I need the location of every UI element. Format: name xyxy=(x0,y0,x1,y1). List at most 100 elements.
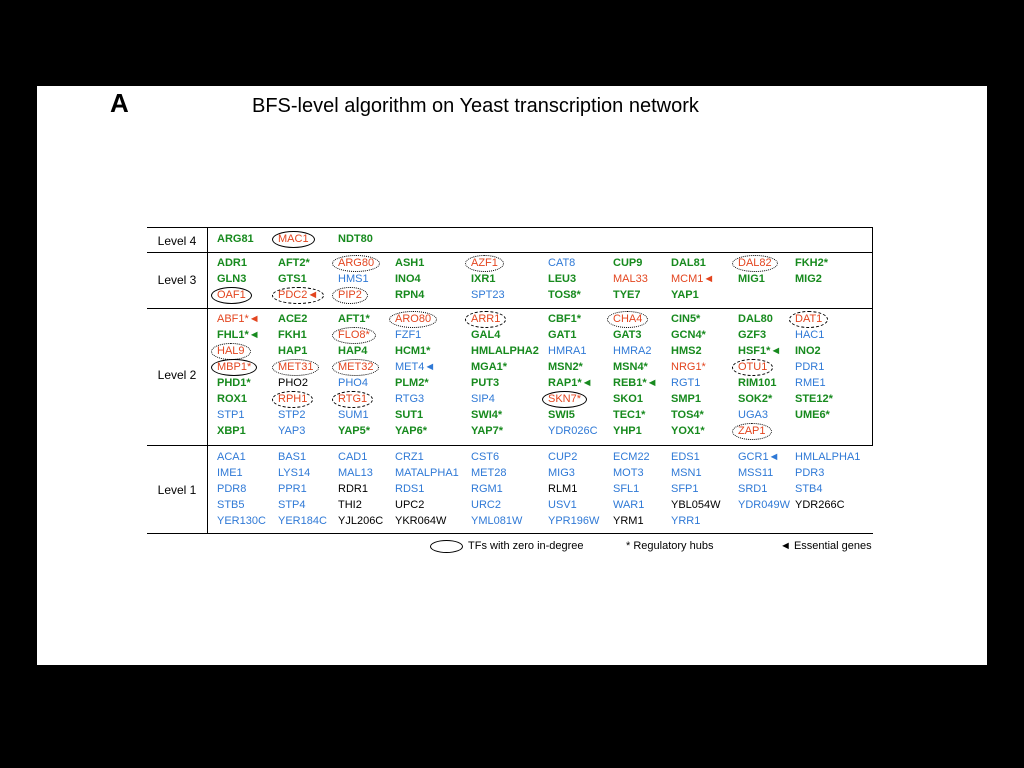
gene-label: IME1 xyxy=(217,467,243,479)
gene-label: STE12* xyxy=(795,393,833,405)
gene-label: UGA3 xyxy=(738,409,768,421)
gene-label: SUT1 xyxy=(395,409,424,421)
figure-title: BFS-level algorithm on Yeast transcripti… xyxy=(252,95,699,117)
gene-label: LEU3 xyxy=(548,273,577,285)
gene-label: BAS1 xyxy=(278,451,307,463)
gene-label: LYS14 xyxy=(278,467,311,479)
gene-label: MBP1* xyxy=(217,361,252,373)
gene-label: YDR049W xyxy=(738,499,790,511)
gene-label: RTG3 xyxy=(395,393,425,405)
gene-label: ARO80 xyxy=(395,313,432,325)
gene-label: ZAP1 xyxy=(738,425,766,437)
gene-label: MET32 xyxy=(338,361,374,373)
gene-label: YRM1 xyxy=(613,515,644,527)
gene-label: HMRA2 xyxy=(613,345,652,357)
gene-label: NDT80 xyxy=(338,233,373,245)
gene-label: SRD1 xyxy=(738,483,768,495)
table-divider-4-3 xyxy=(147,252,873,253)
gene-label: USV1 xyxy=(548,499,577,511)
gene-label: TOS8* xyxy=(548,289,581,301)
gene-label: MSN2* xyxy=(548,361,583,373)
gene-label: ECM22 xyxy=(613,451,650,463)
gene-label: AFT1* xyxy=(338,313,370,325)
gene-label: IXR1 xyxy=(471,273,496,285)
gene-label: YER184C xyxy=(278,515,327,527)
gene-label: RAP1*◄ xyxy=(548,377,593,389)
gene-label: NRG1* xyxy=(671,361,706,373)
gene-label: SWI5 xyxy=(548,409,575,421)
gene-label: DAT1 xyxy=(795,313,823,325)
gene-label: ARR1 xyxy=(471,313,501,325)
gene-label: MCM1◄ xyxy=(671,273,715,285)
gene-label: UME6* xyxy=(795,409,830,421)
gene-label: YER130C xyxy=(217,515,266,527)
gene-label: STP2 xyxy=(278,409,306,421)
gene-label: OAF1 xyxy=(217,289,246,301)
gene-label: CRZ1 xyxy=(395,451,424,463)
gene-label: YPR196W xyxy=(548,515,600,527)
gene-label: RME1 xyxy=(795,377,826,389)
gene-label: MAL13 xyxy=(338,467,373,479)
gene-label: HAC1 xyxy=(795,329,825,341)
gene-label: YAP6* xyxy=(395,425,428,437)
gene-label: AZF1 xyxy=(471,257,498,269)
gene-label: INO4 xyxy=(395,273,421,285)
gene-label: ARG81 xyxy=(217,233,254,245)
gene-label: UPC2 xyxy=(395,499,425,511)
gene-label: REB1*◄ xyxy=(613,377,658,389)
level-4-label: Level 4 xyxy=(157,234,197,248)
gene-label: HMLALPHA2 xyxy=(471,345,539,357)
gene-label: ARG80 xyxy=(338,257,375,269)
gene-label: HSF1*◄ xyxy=(738,345,782,357)
legend-zero-in-degree-label: TFs with zero in-degree xyxy=(468,540,584,552)
gene-label: SIP4 xyxy=(471,393,495,405)
gene-label: RGM1 xyxy=(471,483,503,495)
gene-label: MATALPHA1 xyxy=(395,467,459,479)
gene-label: MAL33 xyxy=(613,273,648,285)
gene-label: PLM2* xyxy=(395,377,429,389)
gene-label: YAP1 xyxy=(671,289,699,301)
gene-label: CST6 xyxy=(471,451,500,463)
level-1-label: Level 1 xyxy=(157,483,197,497)
gene-label: TYE7 xyxy=(613,289,641,301)
gene-label: MET4◄ xyxy=(395,361,436,373)
gene-label: FKH1 xyxy=(278,329,307,341)
gene-label: CBF1* xyxy=(548,313,582,325)
gene-label: SFP1 xyxy=(671,483,699,495)
gene-label: FZF1 xyxy=(395,329,422,341)
gene-label: MIG2 xyxy=(795,273,822,285)
table-bottom-line xyxy=(147,533,873,534)
gene-label: PHO2 xyxy=(278,377,308,389)
gene-label: ABF1*◄ xyxy=(217,313,260,325)
gene-label: CUP9 xyxy=(613,257,643,269)
gene-label: PHO4 xyxy=(338,377,368,389)
gene-label: YOX1* xyxy=(671,425,705,437)
gene-label: PDR3 xyxy=(795,467,825,479)
gene-label: YBL054W xyxy=(671,499,721,511)
gene-label: STP1 xyxy=(217,409,245,421)
gene-label: RLM1 xyxy=(548,483,578,495)
slide-background xyxy=(37,86,987,665)
gene-label: SOK2* xyxy=(738,393,773,405)
gene-label: SKO1 xyxy=(613,393,643,405)
gene-label: STB4 xyxy=(795,483,823,495)
gene-label: FKH2* xyxy=(795,257,829,269)
gene-label: CIN5* xyxy=(671,313,701,325)
gene-label: MET28 xyxy=(471,467,507,479)
legend-essential-genes: ◄ Essential genes xyxy=(780,540,872,552)
gene-label: RPN4 xyxy=(395,289,425,301)
gene-label: ACE2 xyxy=(278,313,308,325)
gene-label: RGT1 xyxy=(671,377,701,389)
gene-label: OTU1 xyxy=(738,361,768,373)
gene-label: YML081W xyxy=(471,515,523,527)
gene-label: RIM101 xyxy=(738,377,777,389)
gene-label: YHP1 xyxy=(613,425,642,437)
gene-label: FHL1*◄ xyxy=(217,329,260,341)
gene-label: RTG1 xyxy=(338,393,368,405)
gene-label: ACA1 xyxy=(217,451,246,463)
legend-regulatory-hubs: * Regulatory hubs xyxy=(626,540,714,552)
gene-label: HAP1 xyxy=(278,345,308,357)
gene-label: YAP5* xyxy=(338,425,371,437)
gene-label: SPT23 xyxy=(471,289,505,301)
gene-label: RDS1 xyxy=(395,483,425,495)
